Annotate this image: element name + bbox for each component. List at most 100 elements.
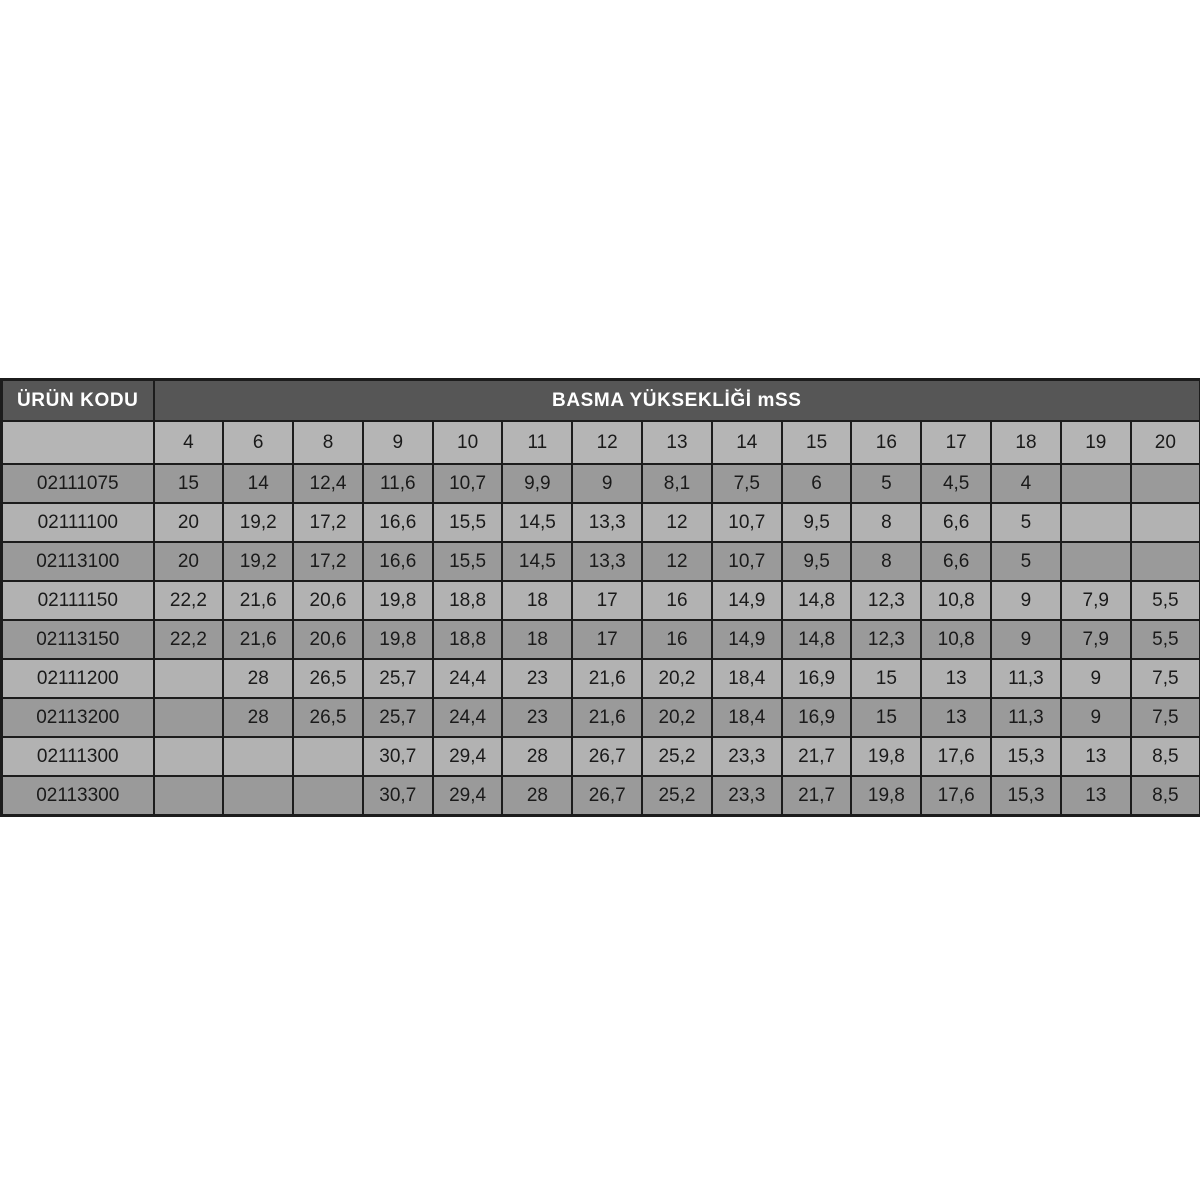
head-pressure-group-header: BASMA YÜKSEKLİĞİ mSS <box>152 378 1200 422</box>
value-cell: 21,7 <box>780 775 853 817</box>
value-cell: 4 <box>990 463 1062 504</box>
value-cell: 4,5 <box>920 463 993 504</box>
value-cell: 15,3 <box>990 775 1062 817</box>
value-cell: 23,3 <box>710 736 783 777</box>
value-cell <box>1059 502 1132 543</box>
value-cell: 8,1 <box>641 463 713 504</box>
table-row: 02113200 28 26,5 25,7 24,4 23 21,6 20,2 18,4 16,9… <box>0 697 1200 738</box>
value-cell: 26,5 <box>292 697 364 738</box>
value-cell: 14,5 <box>501 502 574 543</box>
value-cell: 20,2 <box>641 658 713 699</box>
value-cell: 25,7 <box>361 697 434 738</box>
value-cell: 16,6 <box>361 541 434 582</box>
value-cell: 9 <box>990 580 1062 621</box>
value-cell: 16,9 <box>780 658 853 699</box>
value-cell: 5 <box>990 502 1062 543</box>
value-cell: 17,2 <box>292 541 364 582</box>
value-cell: 18 <box>501 619 574 660</box>
value-cell: 21,6 <box>571 658 644 699</box>
value-cell: 26,5 <box>292 658 364 699</box>
value-cell: 13 <box>920 697 993 738</box>
value-cell: 28 <box>501 775 574 817</box>
value-cell: 16,6 <box>361 502 434 543</box>
value-cell: 23 <box>501 658 574 699</box>
value-cell: 12 <box>641 502 713 543</box>
value-cell: 6,6 <box>920 541 993 582</box>
value-cell: 7,5 <box>1129 658 1200 699</box>
pump-performance-table: ÜRÜN KODU BASMA YÜKSEKLİĞİ mSS 4 6 8 9 10 11 1… <box>0 378 1200 817</box>
value-cell: 13,3 <box>571 541 644 582</box>
value-cell: 17,2 <box>292 502 364 543</box>
value-cell: 26,7 <box>571 775 644 817</box>
value-cell: 12 <box>641 541 713 582</box>
value-cell: 9 <box>1059 697 1132 738</box>
value-cell: 7,9 <box>1059 619 1132 660</box>
value-cell: 13,3 <box>571 502 644 543</box>
value-cell: 19,8 <box>361 619 434 660</box>
flow-column-header: 10 <box>431 420 504 465</box>
value-cell: 10,7 <box>710 502 783 543</box>
table-row: 02113300 30,7 29,4 28 26,7 25,2 23,3 21,7 19,8 17… <box>0 775 1200 817</box>
value-cell: 14,8 <box>780 580 853 621</box>
product-code-cell: 02111200 <box>0 658 155 699</box>
table-row: 02111200 28 26,5 25,7 24,4 23 21,6 20,2 18,4 16,9… <box>0 658 1200 699</box>
product-code-cell: 02113200 <box>0 697 155 738</box>
value-cell: 19,8 <box>850 775 923 817</box>
value-cell: 19,2 <box>222 541 295 582</box>
flow-column-header: 18 <box>990 420 1062 465</box>
value-cell <box>152 775 225 817</box>
table-row: 02111075 15 14 12,4 11,6 10,7 9,9 9 8,1 7,5 6 5 4,5 4 <box>0 463 1200 504</box>
flow-column-header: 17 <box>920 420 993 465</box>
value-cell: 8 <box>850 541 923 582</box>
value-cell: 6 <box>780 463 853 504</box>
value-cell: 12,3 <box>850 580 923 621</box>
product-code-header: ÜRÜN KODU <box>0 378 155 422</box>
value-cell: 7,5 <box>710 463 783 504</box>
value-cell: 23 <box>501 697 574 738</box>
flow-column-header: 14 <box>710 420 783 465</box>
value-cell: 16 <box>641 619 713 660</box>
value-cell: 5,5 <box>1129 580 1200 621</box>
value-cell: 9 <box>1059 658 1132 699</box>
flow-column-header: 15 <box>780 420 853 465</box>
value-cell: 14,9 <box>710 619 783 660</box>
value-cell <box>292 775 364 817</box>
value-cell: 25,2 <box>641 736 713 777</box>
value-cell: 8,5 <box>1129 775 1200 817</box>
value-cell: 24,4 <box>431 658 504 699</box>
value-cell: 30,7 <box>361 736 434 777</box>
value-cell: 25,7 <box>361 658 434 699</box>
value-cell: 20,6 <box>292 619 364 660</box>
value-cell: 23,3 <box>710 775 783 817</box>
value-cell: 9,5 <box>780 502 853 543</box>
value-cell: 20 <box>152 541 225 582</box>
value-cell: 21,6 <box>222 619 295 660</box>
value-cell: 15 <box>850 697 923 738</box>
table-row: 02113150 22,2 21,6 20,6 19,8 18,8 18 17 16 14,9 14… <box>0 619 1200 660</box>
value-cell: 21,7 <box>780 736 853 777</box>
value-cell: 5,5 <box>1129 619 1200 660</box>
table-row: 02113100 20 19,2 17,2 16,6 15,5 14,5 13,3 12 10,7… <box>0 541 1200 582</box>
value-cell: 13 <box>920 658 993 699</box>
product-code-cell: 02111150 <box>0 580 155 621</box>
value-cell: 10,8 <box>920 580 993 621</box>
value-cell: 5 <box>990 541 1062 582</box>
flow-column-header: 20 <box>1129 420 1200 465</box>
value-cell <box>1129 541 1200 582</box>
value-cell: 20,6 <box>292 580 364 621</box>
value-cell: 14,9 <box>710 580 783 621</box>
value-cell: 18,4 <box>710 658 783 699</box>
flow-column-header: 11 <box>501 420 574 465</box>
value-cell: 21,6 <box>571 697 644 738</box>
flow-columns-header-row: 4 6 8 9 10 11 12 13 14 15 16 17 18 19 20 <box>0 420 1200 465</box>
value-cell: 29,4 <box>431 736 504 777</box>
value-cell: 15,5 <box>431 502 504 543</box>
flow-column-header: 13 <box>641 420 713 465</box>
value-cell: 12,4 <box>292 463 364 504</box>
value-cell: 7,5 <box>1129 697 1200 738</box>
value-cell <box>152 736 225 777</box>
value-cell: 18,8 <box>431 580 504 621</box>
table-body: 02111075 15 14 12,4 11,6 10,7 9,9 9 8,1 7,5 6 5 4,5 4… <box>0 463 1200 817</box>
value-cell: 9 <box>571 463 644 504</box>
